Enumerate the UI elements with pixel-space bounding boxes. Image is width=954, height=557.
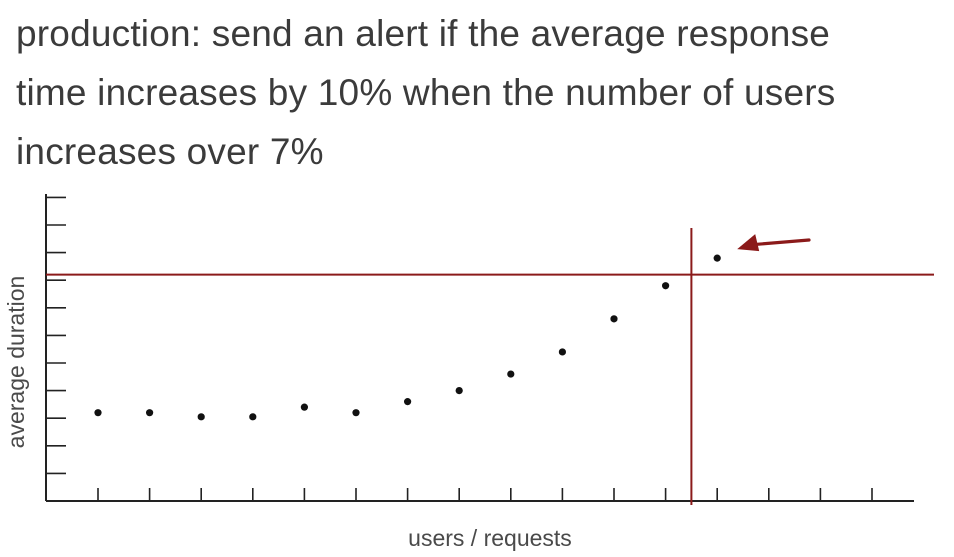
data-point: [507, 370, 515, 378]
data-point: [300, 403, 308, 411]
data-point: [146, 409, 154, 417]
data-point: [558, 348, 567, 356]
plot-axes: [45, 194, 914, 502]
data-point: [713, 254, 721, 262]
headline: production: send an alert if the average…: [16, 4, 950, 181]
arrow-head-icon: [737, 234, 760, 252]
headline-line-2: time increases by 10% when the number of…: [16, 72, 836, 113]
data-points: [94, 254, 721, 421]
data-point: [610, 315, 618, 323]
x-axis-label: users / requests: [408, 525, 572, 551]
data-point: [455, 387, 463, 395]
data-point: [352, 409, 360, 417]
data-point: [404, 398, 412, 406]
y-axis-label: average duration: [3, 276, 29, 449]
data-point: [249, 413, 257, 421]
data-point: [197, 413, 205, 421]
data-point: [94, 409, 102, 417]
alert-annotation: [737, 234, 811, 252]
headline-line-1: production: send an alert if the average…: [16, 13, 831, 54]
headline-line-3: increases over 7%: [16, 131, 324, 172]
plot-ticks: [46, 196, 873, 501]
data-point: [662, 282, 670, 290]
threshold-lines: [46, 228, 934, 505]
